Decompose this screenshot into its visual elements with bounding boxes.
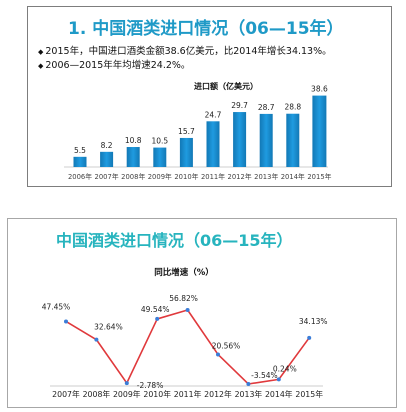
x-tick-label: 2010年	[174, 172, 198, 181]
x-tick-label: 2013年	[235, 389, 263, 399]
bar-value-label: 28.8	[284, 103, 301, 112]
import-value-panel: 1. 中国酒类进口情况（06—15年） ◆ 2015年，中国进口酒类金额38.6亿…	[27, 6, 392, 187]
x-tick-label: 2006年	[68, 172, 92, 181]
bar-value-label: 8.2	[101, 141, 113, 150]
bar-value-label: 15.7	[178, 127, 195, 136]
bullet-diamond-icon: ◆	[38, 62, 44, 70]
bar-chart: 进口额（亿美元） 5.5 2006年 8.2 2007年 10.8 2008年 10.5 200…	[64, 81, 332, 181]
bar	[73, 156, 87, 167]
x-tick-label: 2007年	[95, 172, 119, 181]
point-value-label: 56.82%	[169, 294, 198, 303]
bar	[179, 137, 193, 167]
point-value-label: 47.45%	[42, 302, 71, 311]
point-value-label: 49.54%	[141, 305, 170, 314]
line-point	[64, 319, 68, 324]
x-tick-label: 2012年	[228, 172, 252, 181]
x-tick-label: 2008年	[121, 172, 145, 181]
bar	[312, 95, 327, 167]
bar-value-label: 24.7	[205, 110, 222, 119]
line-point	[276, 377, 281, 382]
x-tick-label: 2011年	[201, 172, 225, 181]
bullet-1: ◆ 2015年，中国进口酒类金额38.6亿美元，比2014年增长34.13%。	[38, 43, 332, 57]
line-point	[94, 337, 99, 342]
x-tick-label: 2008年	[83, 389, 111, 399]
line-point	[155, 316, 160, 321]
bar	[100, 151, 114, 167]
x-tick-label: 2015年	[295, 389, 323, 399]
line-chart: 同比增速（%） 47.45% 2007年 32.64% 2008年 -2.78%2009年…	[42, 267, 328, 399]
bar	[153, 147, 167, 167]
line-point	[185, 308, 190, 312]
bullet-2-text: 2006—2015年年均增速24.2%。	[45, 60, 191, 71]
panel2-title: 中国酒类进口情况（06—15年）	[56, 231, 293, 250]
bar	[206, 121, 220, 167]
bullet-2: ◆ 2006—2015年年均增速24.2%。	[38, 57, 190, 71]
point-value-label: 34.13%	[299, 317, 328, 326]
point-value-label: -2.78%	[137, 381, 164, 390]
x-tick-label: 2010年	[143, 389, 171, 399]
x-tick-label: 2015年	[307, 172, 331, 181]
line-point	[246, 382, 251, 386]
point-value-label: 0.24%	[273, 364, 297, 373]
point-value-label: -3.54%	[251, 371, 278, 380]
line-chart-title: 同比增速（%）	[154, 267, 214, 278]
bar-value-label: 29.7	[231, 101, 248, 110]
bar-value-label: 28.7	[258, 103, 275, 112]
bar-value-label: 38.6	[311, 85, 328, 94]
x-tick-label: 2007年	[52, 389, 80, 399]
line-point	[216, 352, 220, 357]
panel1-title: 1. 中国酒类进口情况（06—15年）	[68, 19, 344, 39]
bullet-1-text: 2015年，中国进口酒类金额38.6亿美元，比2014年增长34.13%。	[45, 46, 332, 57]
bar-value-label: 10.8	[125, 136, 142, 145]
x-tick-label: 2014年	[265, 389, 293, 399]
x-tick-label: 2013年	[254, 172, 278, 181]
x-tick-label: 2014年	[281, 172, 305, 181]
point-value-label: 20.56%	[212, 341, 241, 350]
bullet-diamond-icon: ◆	[38, 48, 44, 56]
growth-rate-panel: 中国酒类进口情况（06—15年） 同比增速（%） 47.45% 2007年 32.64…	[7, 218, 397, 408]
line-point	[307, 335, 312, 340]
bar	[259, 113, 273, 167]
bar-value-label: 5.5	[74, 146, 86, 155]
bar	[233, 112, 247, 167]
bar	[286, 113, 300, 167]
x-tick-label: 2009年	[148, 172, 172, 181]
bar-value-label: 10.5	[151, 137, 168, 146]
bar-chart-title: 进口额（亿美元）	[194, 81, 258, 91]
point-value-label: 32.64%	[94, 323, 123, 332]
line-point	[124, 381, 129, 386]
x-tick-label: 2011年	[174, 389, 202, 399]
bar	[126, 147, 140, 167]
x-tick-label: 2012年	[204, 389, 232, 399]
x-tick-label: 2009年	[113, 389, 141, 399]
